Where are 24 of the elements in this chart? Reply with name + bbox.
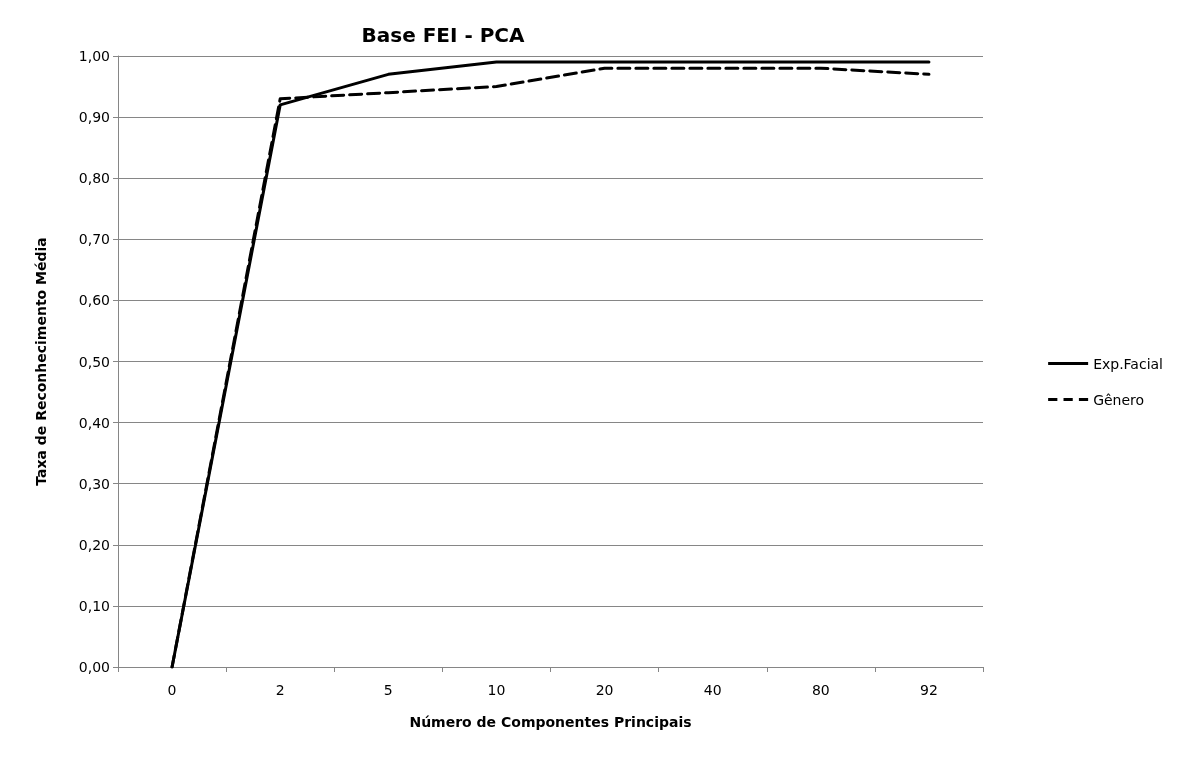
legend-label: Gênero bbox=[1093, 391, 1145, 408]
y-axis-title: Taxa de Reconhecimento Média bbox=[33, 237, 49, 486]
y-tick-label: 0,40 bbox=[78, 414, 110, 431]
y-tick-label: 0,90 bbox=[78, 109, 110, 126]
y-tick-label: 0,30 bbox=[78, 475, 110, 492]
x-tick-label: 0 bbox=[167, 682, 177, 698]
x-axis-title: Número de Componentes Principais bbox=[409, 714, 692, 730]
y-tick-label: 0,20 bbox=[78, 536, 110, 553]
x-tick-label: 2 bbox=[275, 682, 285, 698]
x-tick-label: 92 bbox=[920, 682, 938, 698]
chart-title: Base FEI - PCA bbox=[361, 23, 526, 47]
y-tick-label: 0,60 bbox=[78, 292, 110, 309]
x-tick-label: 10 bbox=[487, 682, 506, 698]
x-tick-label: 40 bbox=[703, 682, 722, 698]
x-tick-label: 5 bbox=[383, 682, 393, 698]
y-tick-label: 1,00 bbox=[78, 48, 110, 64]
y-tick-label: 0,70 bbox=[78, 231, 110, 248]
legend-label: Exp.Facial bbox=[1093, 355, 1163, 372]
x-tick-label: 20 bbox=[595, 682, 614, 698]
y-tick-label: 0,10 bbox=[78, 597, 110, 614]
y-tick-label: 0,00 bbox=[78, 659, 110, 675]
x-tick-label: 80 bbox=[811, 682, 830, 698]
y-tick-label: 0,80 bbox=[78, 170, 110, 187]
y-tick-label: 0,50 bbox=[78, 353, 110, 370]
